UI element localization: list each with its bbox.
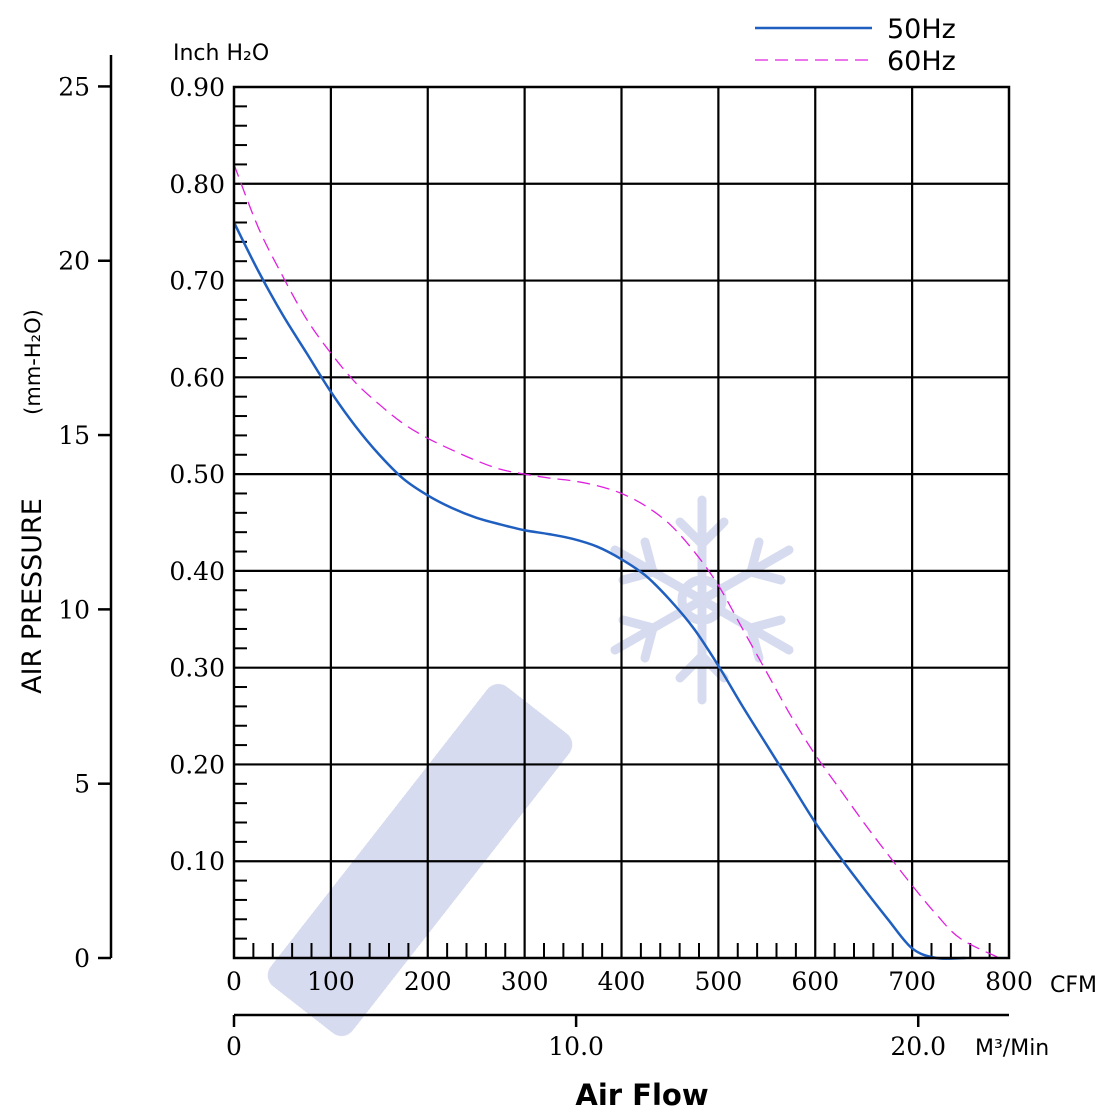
legend-label-50hz: 50Hz	[887, 14, 956, 45]
y-axis-unit-title: (mm-H₂O)	[21, 309, 45, 415]
x-tick-label-cfm: 600	[791, 967, 839, 996]
x-tick-label-cfm: 400	[598, 967, 646, 996]
series-layer	[232, 164, 1000, 960]
y-tick-label-inch: 0.50	[169, 460, 225, 489]
y-tick-label-mm: 20	[58, 247, 90, 276]
x-tick-label-m3min: 0	[226, 1032, 242, 1061]
snowflake-watermark-icon	[610, 495, 794, 705]
plot-grid	[234, 87, 1009, 958]
watermark	[267, 495, 794, 1037]
x-tick-label-cfm: 200	[404, 967, 452, 996]
minor-ticks	[98, 85, 991, 1027]
y-tick-label-mm: 10	[58, 595, 90, 624]
y-tick-label-inch: 0.70	[169, 267, 225, 296]
y-tick-label-inch: 0.30	[169, 654, 225, 683]
series-line-50hz	[232, 221, 966, 960]
series-line-60hz	[233, 164, 1000, 959]
y-tick-label-mm: 15	[58, 421, 90, 450]
y-axis-title: AIR PRESSURE	[17, 498, 48, 694]
y-tick-label-inch: 0.10	[169, 847, 225, 876]
x-axis-title: Air Flow	[575, 1078, 708, 1109]
y-tick-label-inch: 0.40	[169, 557, 225, 586]
x-tick-label-cfm: 800	[985, 967, 1033, 996]
x-tick-label-cfm: 700	[888, 967, 936, 996]
legend: 50Hz 60Hz	[755, 14, 956, 77]
x-tick-label-cfm: 0	[226, 967, 242, 996]
y-tick-label-mm: 25	[58, 72, 90, 101]
x-tick-label-m3min: 10.0	[548, 1032, 604, 1061]
cfm-unit-label: CFM	[1050, 973, 1097, 998]
x-tick-label-cfm: 300	[501, 967, 549, 996]
y-tick-label-inch: 0.60	[169, 363, 225, 392]
x-tick-label-m3min: 20.0	[890, 1032, 946, 1061]
m3min-unit-label: M³/Min	[975, 1036, 1049, 1061]
axis-labels: 0 100 200 300 400 500 600 700 8000.100.200.300.4…	[58, 72, 1033, 1061]
inch-h2o-unit-label: Inch H₂O	[173, 41, 269, 66]
zero-logo-watermark	[267, 683, 573, 1037]
y-tick-label-inch: 0.80	[169, 170, 225, 199]
y-tick-label-inch: 0.20	[169, 750, 225, 779]
plot-frame	[232, 85, 1011, 960]
x-tick-label-cfm: 100	[307, 967, 355, 996]
y-tick-label-mm: 5	[74, 770, 90, 799]
legend-label-60hz: 60Hz	[887, 46, 956, 77]
y-tick-label-inch: 0.90	[169, 73, 225, 102]
y-tick-label-mm: 0	[74, 944, 90, 973]
x-tick-label-cfm: 500	[695, 967, 743, 996]
